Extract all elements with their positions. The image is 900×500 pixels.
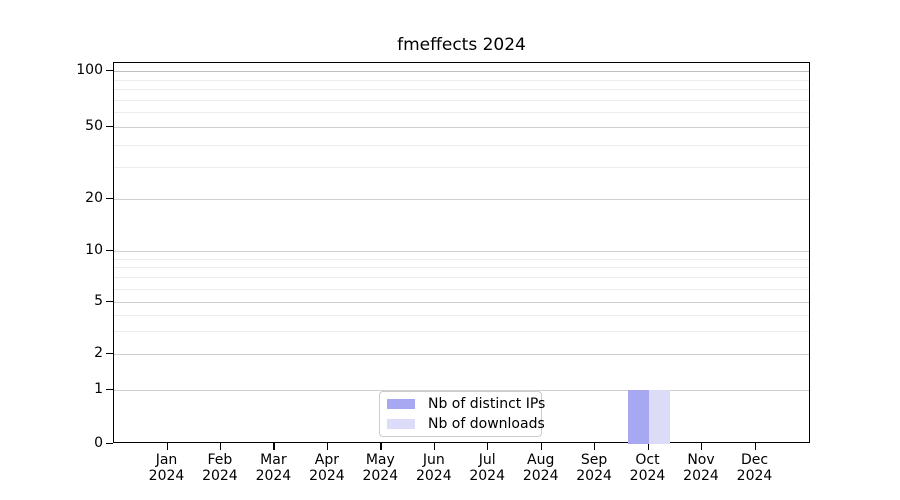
gridline-minor-40 <box>114 144 809 146</box>
legend-row-distinct-ips: Nb of distinct IPs <box>386 394 545 414</box>
y-tick-label: 50 <box>85 118 103 134</box>
x-tick-month: Mar <box>260 452 287 468</box>
x-tick-month: Aug <box>527 452 555 468</box>
x-tick-month: Apr <box>314 452 339 468</box>
x-tick-month: Dec <box>740 452 769 468</box>
y-tick-label: 100 <box>76 62 103 78</box>
x-tick-label-mar: Mar 2024 <box>233 452 313 484</box>
gridline-major-1 <box>114 390 809 391</box>
x-tick-mark <box>433 443 436 450</box>
x-tick-mark <box>647 443 649 450</box>
gridline-major-50 <box>114 127 809 128</box>
x-tick-label-jan: Jan 2024 <box>127 452 207 484</box>
gridline-minor-70 <box>114 99 809 101</box>
x-tick-mark <box>219 443 222 450</box>
x-tick-mark <box>540 443 542 450</box>
y-tick-mark <box>106 353 113 355</box>
x-tick-label-jun: Jun 2024 <box>394 452 474 484</box>
x-tick-year: 2024 <box>736 468 773 484</box>
legend-swatch-distinct-ips <box>387 399 415 409</box>
y-tick-mark <box>106 301 113 303</box>
gridline-minor-6 <box>114 288 809 290</box>
x-tick-label-nov: Nov 2024 <box>661 452 741 484</box>
plot-area: Nb of distinct IPs Nb of downloads <box>113 62 810 444</box>
bar-downloads-oct <box>648 390 670 444</box>
x-tick-label-aug: Aug 2024 <box>501 452 581 484</box>
gridline-major-2 <box>114 354 809 355</box>
x-tick-mark <box>754 443 756 450</box>
x-tick-year: 2024 <box>522 468 559 484</box>
y-tick-mark <box>106 198 113 200</box>
y-tick-label: 2 <box>94 345 103 361</box>
gridline-minor-9 <box>114 258 809 260</box>
x-tick-year: 2024 <box>469 468 505 484</box>
gridline-minor-4 <box>114 314 809 316</box>
gridline-major-5 <box>114 302 809 303</box>
gridline-minor-60 <box>114 112 809 114</box>
x-tick-label-dec: Dec 2024 <box>715 452 795 484</box>
x-tick-month: Oct <box>635 452 660 468</box>
x-tick-label-sep: Sep 2024 <box>554 452 634 484</box>
x-tick-mark <box>594 443 596 450</box>
x-tick-mark <box>701 443 703 450</box>
x-tick-label-apr: Apr 2024 <box>287 452 367 484</box>
gridline-major-20 <box>114 199 809 200</box>
y-tick-mark <box>106 126 113 128</box>
x-tick-month: Sep <box>580 452 608 468</box>
x-tick-mark <box>487 443 489 450</box>
y-tick-label: 10 <box>85 242 103 258</box>
x-tick-mark <box>166 443 168 450</box>
x-tick-year: 2024 <box>309 468 345 484</box>
y-tick-label: 1 <box>94 381 103 397</box>
y-tick-mark <box>106 389 113 391</box>
x-tick-label-jul: Jul 2024 <box>447 452 527 484</box>
x-tick-month: Nov <box>687 452 715 468</box>
gridline-major-10 <box>114 251 809 252</box>
x-tick-year: 2024 <box>362 468 399 484</box>
gridline-minor-80 <box>114 89 809 90</box>
legend-row-downloads: Nb of downloads <box>386 414 545 434</box>
legend: Nb of distinct IPs Nb of downloads <box>379 391 545 437</box>
gridline-major-100 <box>114 71 809 72</box>
gridline-minor-8 <box>114 267 809 269</box>
x-tick-year: 2024 <box>202 468 238 484</box>
y-tick-mark <box>106 250 113 252</box>
x-tick-mark <box>326 443 329 450</box>
bar-distinct-ips-oct <box>627 390 649 444</box>
x-tick-month: Jun <box>422 452 445 468</box>
gridline-minor-90 <box>114 79 809 81</box>
x-tick-month: Feb <box>207 452 233 468</box>
legend-swatch-downloads <box>387 419 415 429</box>
x-tick-year: 2024 <box>576 468 612 484</box>
x-tick-mark <box>380 443 382 450</box>
chart-title: fmeffects 2024 <box>397 35 526 55</box>
y-tick-mark <box>106 443 113 445</box>
x-tick-year: 2024 <box>683 468 719 484</box>
x-tick-year: 2024 <box>255 468 292 484</box>
gridline-minor-3 <box>114 331 809 332</box>
y-tick-mark <box>106 70 113 72</box>
x-tick-label-feb: Feb 2024 <box>180 452 260 484</box>
x-tick-label-may: May 2024 <box>340 452 420 484</box>
y-tick-label: 5 <box>94 293 103 309</box>
x-tick-label-oct: Oct 2024 <box>608 452 688 484</box>
gridline-minor-7 <box>114 277 809 279</box>
y-tick-label: 20 <box>85 190 103 206</box>
x-tick-month: Jan <box>155 452 178 468</box>
x-tick-mark <box>273 443 275 450</box>
x-tick-year: 2024 <box>148 468 185 484</box>
gridline-minor-30 <box>114 167 809 169</box>
x-tick-month: May <box>365 452 395 468</box>
y-tick-label: 0 <box>94 435 103 451</box>
x-tick-year: 2024 <box>629 468 666 484</box>
x-tick-month: Jul <box>478 452 496 468</box>
x-tick-year: 2024 <box>415 468 452 484</box>
legend-label-downloads: Nb of downloads <box>428 416 545 432</box>
legend-label-distinct-ips: Nb of distinct IPs <box>428 396 546 412</box>
